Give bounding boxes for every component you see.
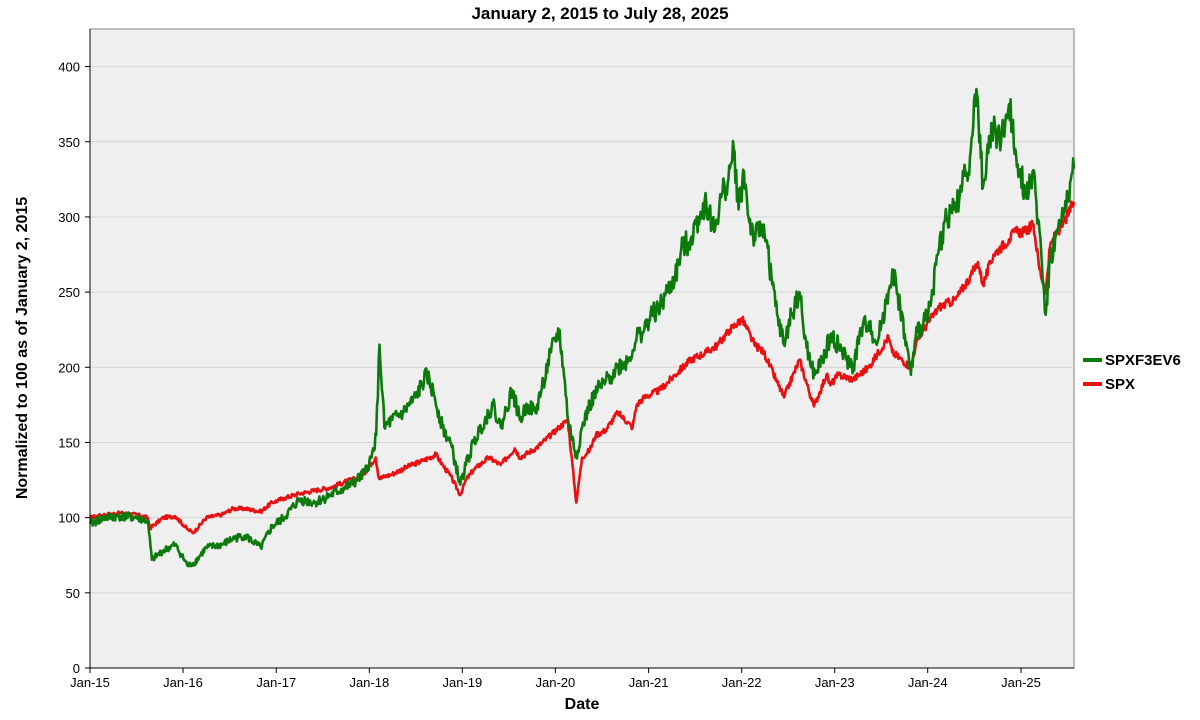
y-tick-label: 250 [58,285,80,300]
x-tick-label: Jan-22 [722,675,762,690]
y-tick-label: 50 [66,586,80,601]
x-tick-label: Jan-16 [163,675,203,690]
grid-lines [90,66,1074,594]
x-tick-label: Jan-18 [349,675,389,690]
y-tick-label: 350 [58,135,80,150]
series-line-spxf3ev6 [89,87,1076,568]
y-tick-label: 200 [58,360,80,375]
x-tick-label: Jan-25 [1001,675,1041,690]
x-tick-label: Jan-15 [70,675,110,690]
legend: SPXF3EV6 SPX [1083,352,1181,393]
y-axis-title: Normalized to 100 as of January 2, 2015 [14,197,31,499]
chart-title: January 2, 2015 to July 28, 2025 [471,4,728,23]
y-tick-label: 300 [58,210,80,225]
y-tick-label: 150 [58,435,80,450]
series-layer [89,87,1076,568]
plot-area [89,28,1075,669]
legend-label-spx: SPX [1105,376,1135,393]
y-tick-label: 100 [58,511,80,526]
x-tick-label: Jan-23 [815,675,855,690]
x-axis-title: Date [565,696,600,713]
y-tick-label: 0 [73,661,80,676]
x-axis-ticks: Jan-15 Jan-16 Jan-17 Jan-18 Jan-19 Jan-20 Jan-… [70,668,1041,690]
x-tick-label: Jan-24 [908,675,948,690]
x-tick-label: Jan-21 [629,675,669,690]
x-tick-label: Jan-17 [256,675,296,690]
x-tick-label: Jan-19 [442,675,482,690]
y-axis-ticks: 0 50 100 150 200 250 300 350 400 [58,60,90,676]
legend-label-spxf3ev6: SPXF3EV6 [1105,352,1181,369]
x-tick-label: Jan-20 [535,675,575,690]
y-tick-label: 400 [58,60,80,75]
